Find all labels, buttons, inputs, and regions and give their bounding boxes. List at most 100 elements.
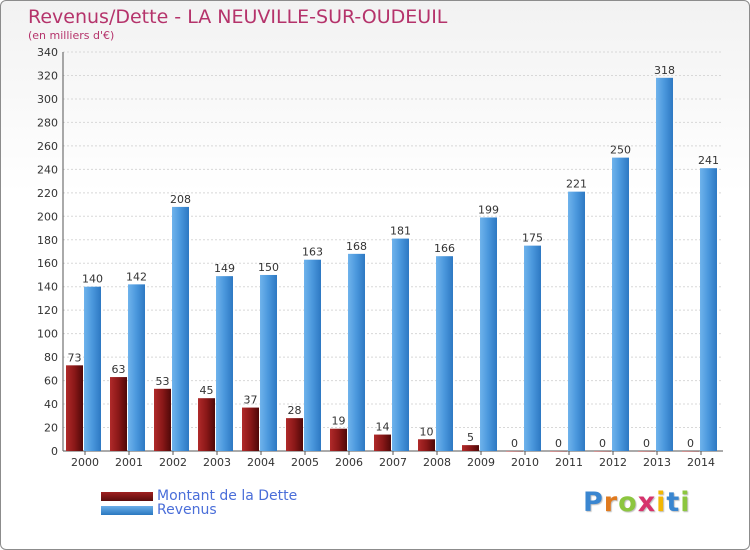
y-tick-label: 120 <box>37 304 58 317</box>
data-label-revenus: 149 <box>214 262 235 275</box>
bar-dette <box>506 451 523 452</box>
legend-item-dette: Montant de la Dette <box>101 488 297 504</box>
x-tick-label: 2002 <box>159 456 187 469</box>
data-label-dette: 63 <box>112 363 126 376</box>
bar-dette <box>198 398 215 451</box>
bar-dette <box>66 365 83 451</box>
x-tick-label: 2003 <box>203 456 231 469</box>
y-tick-label: 300 <box>37 93 58 106</box>
bar-dette <box>154 388 171 451</box>
x-tick-label: 2004 <box>247 456 275 469</box>
y-tick-label: 320 <box>37 69 58 82</box>
data-label-revenus: 163 <box>302 246 323 259</box>
y-tick-label: 180 <box>37 234 58 247</box>
y-tick-label: 80 <box>44 351 58 364</box>
bar-revenus <box>700 168 717 451</box>
x-tick-label: 2007 <box>379 456 407 469</box>
bar-revenus <box>392 238 409 451</box>
data-label-revenus: 199 <box>478 203 499 216</box>
data-label-dette: 0 <box>599 437 606 450</box>
data-label-revenus: 181 <box>390 225 411 238</box>
bar-dette <box>682 451 699 452</box>
data-label-revenus: 208 <box>170 193 191 206</box>
y-tick-label: 0 <box>51 445 58 458</box>
x-tick-label: 2001 <box>115 456 143 469</box>
data-label-dette: 0 <box>511 437 518 450</box>
x-tick-label: 2006 <box>335 456 363 469</box>
data-label-dette: 0 <box>643 437 650 450</box>
proxiti-logo: Proxiti <box>583 487 691 518</box>
y-tick-label: 340 <box>37 46 58 59</box>
x-tick-label: 2014 <box>687 456 715 469</box>
data-label-dette: 53 <box>156 375 170 388</box>
bar-revenus <box>568 191 585 451</box>
bar-dette <box>286 418 303 451</box>
data-label-dette: 10 <box>420 425 434 438</box>
bar-revenus <box>128 284 145 451</box>
bar-revenus <box>304 259 321 451</box>
data-label-dette: 73 <box>68 351 82 364</box>
y-tick-label: 60 <box>44 375 58 388</box>
bar-revenus <box>480 217 497 451</box>
bar-revenus <box>436 256 453 451</box>
chart-title: Revenus/Dette - LA NEUVILLE-SUR-OUDEUIL <box>28 6 448 28</box>
y-tick-label: 160 <box>37 257 58 270</box>
data-label-dette: 0 <box>555 437 562 450</box>
legend-item-revenus: Revenus <box>101 502 217 518</box>
bar-dette <box>594 451 611 452</box>
bar-dette <box>330 428 347 451</box>
data-label-revenus: 250 <box>610 144 631 157</box>
x-tick-label: 2011 <box>555 456 583 469</box>
y-tick-label: 100 <box>37 328 58 341</box>
bar-revenus <box>172 206 189 451</box>
y-tick-label: 40 <box>44 398 58 411</box>
y-tick-label: 140 <box>37 281 58 294</box>
legend-label-dette: Montant de la Dette <box>157 488 298 504</box>
y-tick-label: 220 <box>37 187 58 200</box>
chart-subtitle: (en milliers d'€) <box>28 29 115 42</box>
x-tick-label: 2000 <box>71 456 99 469</box>
bar-dette <box>550 451 567 452</box>
data-label-revenus: 166 <box>434 242 455 255</box>
x-tick-label: 2009 <box>467 456 495 469</box>
x-tick-label: 2008 <box>423 456 451 469</box>
bar-dette <box>418 439 435 451</box>
data-label-revenus: 150 <box>258 261 279 274</box>
legend-swatch-revenus <box>101 505 153 515</box>
y-tick-label: 200 <box>37 210 58 223</box>
data-label-dette: 19 <box>332 415 346 428</box>
data-label-dette: 37 <box>244 394 258 407</box>
legend-swatch-dette <box>101 491 153 501</box>
y-tick-label: 20 <box>44 422 58 435</box>
data-label-dette: 5 <box>467 431 474 444</box>
data-label-dette: 0 <box>687 437 694 450</box>
y-tick-label: 280 <box>37 116 58 129</box>
bar-revenus <box>84 286 101 451</box>
x-tick-label: 2012 <box>599 456 627 469</box>
y-tick-label: 240 <box>37 163 58 176</box>
bar-dette <box>638 451 655 452</box>
x-tick-label: 2013 <box>643 456 671 469</box>
y-tick-label: 260 <box>37 140 58 153</box>
bar-dette <box>110 377 127 451</box>
data-label-revenus: 142 <box>126 270 147 283</box>
bar-revenus <box>612 157 629 451</box>
x-tick-label: 2005 <box>291 456 319 469</box>
bar-dette <box>242 407 259 451</box>
data-label-revenus: 221 <box>566 178 587 191</box>
bar-revenus <box>216 276 233 451</box>
data-label-revenus: 175 <box>522 232 543 245</box>
data-label-revenus: 241 <box>698 154 719 167</box>
data-label-dette: 14 <box>376 421 390 434</box>
bar-dette <box>462 445 479 451</box>
data-label-dette: 28 <box>288 404 302 417</box>
data-label-revenus: 318 <box>654 64 675 77</box>
bar-revenus <box>260 274 277 451</box>
bar-dette <box>374 434 391 451</box>
bar-revenus <box>348 253 365 451</box>
data-label-dette: 45 <box>200 384 214 397</box>
bar-revenus <box>524 245 541 451</box>
bar-revenus <box>656 77 673 451</box>
